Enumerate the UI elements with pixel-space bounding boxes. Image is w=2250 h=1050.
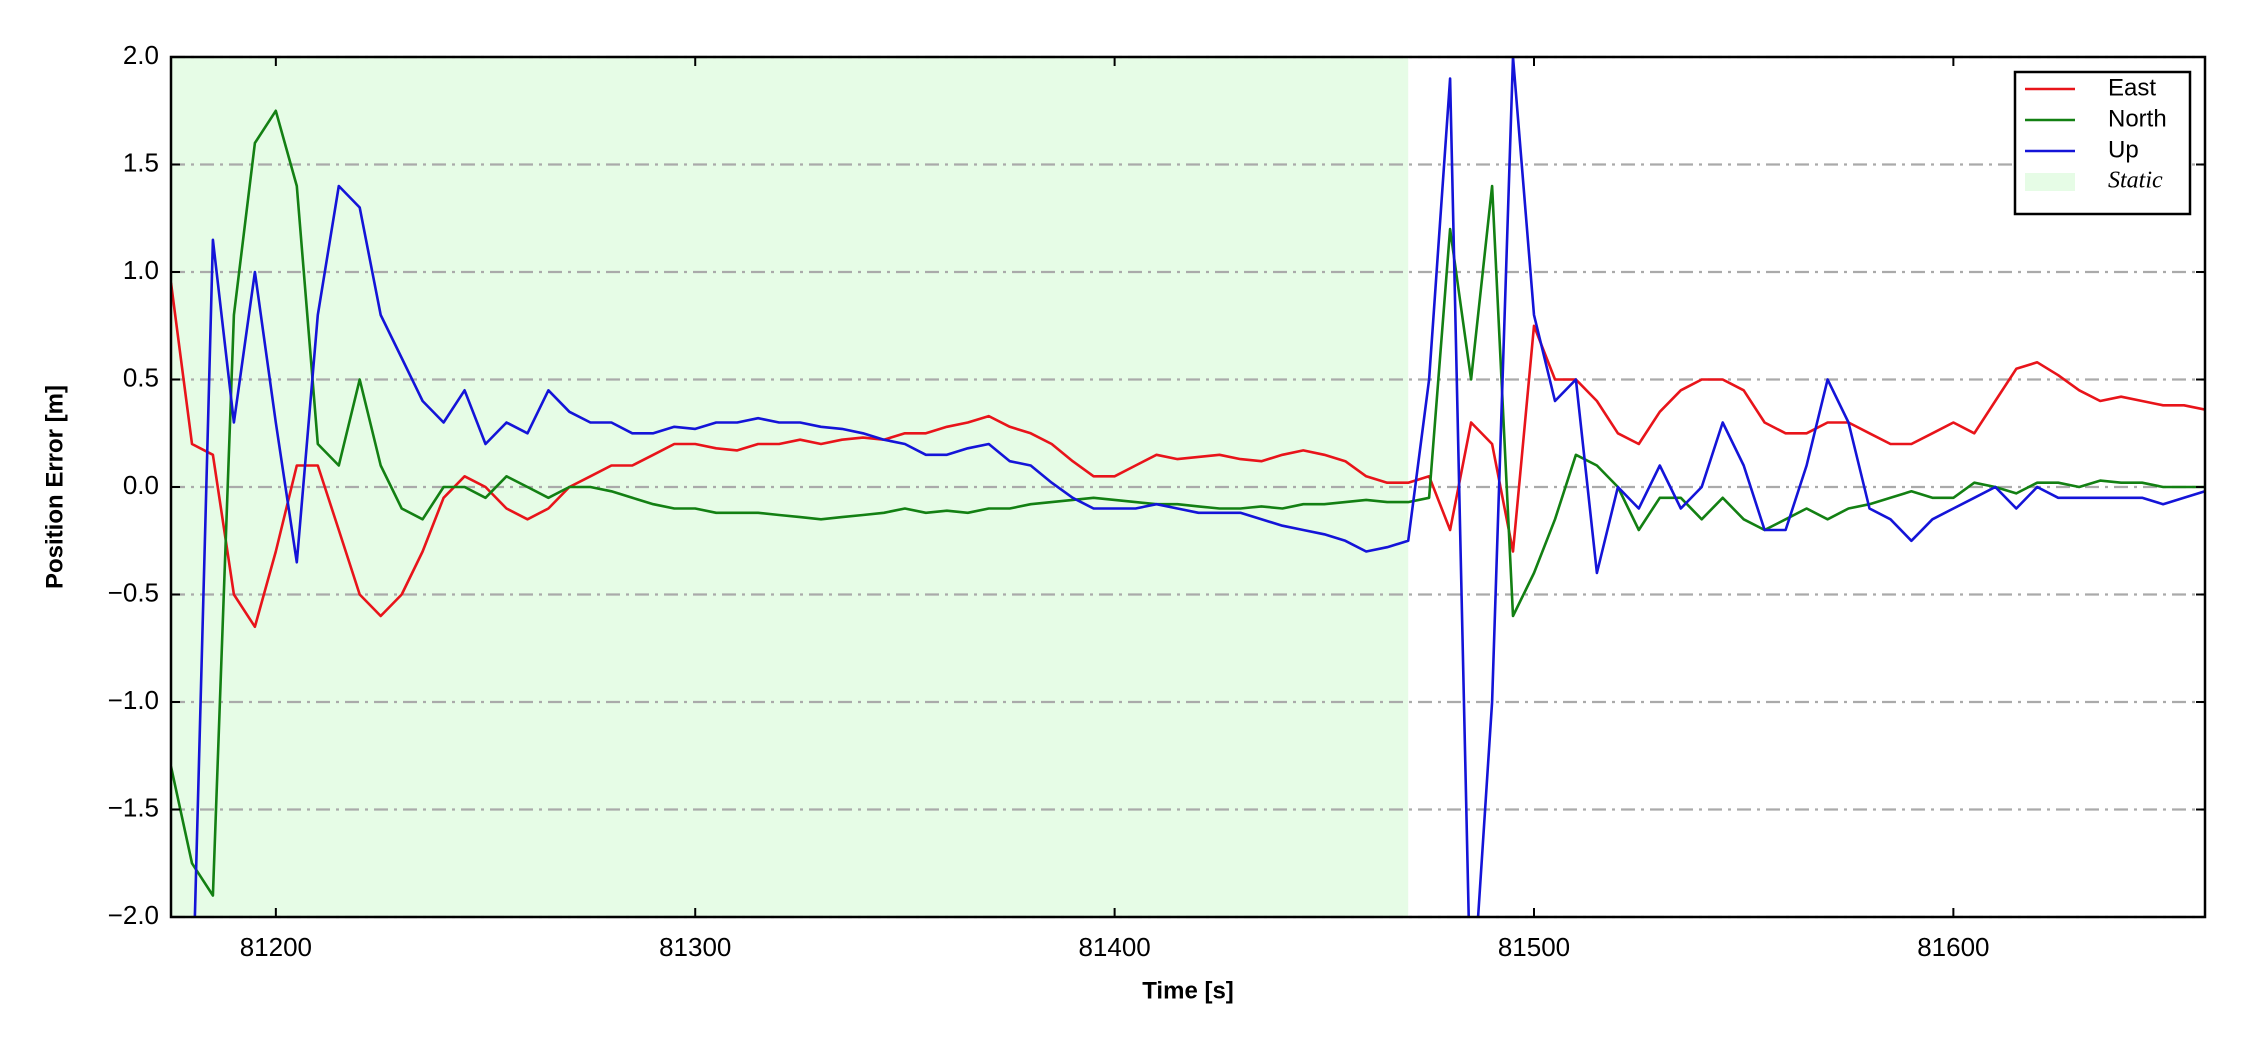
y-tick-label: −1.5 bbox=[108, 792, 159, 822]
legend-label: East bbox=[2108, 74, 2156, 101]
y-tick-label: 0.0 bbox=[123, 470, 159, 500]
y-axis-label: Position Error [m] bbox=[41, 385, 68, 589]
x-tick-label: 81300 bbox=[659, 932, 731, 962]
x-tick-label: 81200 bbox=[240, 932, 312, 962]
legend-box bbox=[2013, 70, 2192, 216]
legend-label: Static bbox=[2108, 168, 2163, 194]
ticks: −2.0 −1.5 −1.0 −0.5 0.0 0.5 1.0 1.5 2.0 81200 8130… bbox=[108, 40, 2205, 962]
series-line bbox=[171, 109, 2205, 897]
series-line bbox=[171, 282, 2205, 629]
y-tick-label: −1.0 bbox=[108, 685, 159, 715]
x-tick-label: 81400 bbox=[1078, 932, 1150, 962]
x-tick-label: 81600 bbox=[1917, 932, 1989, 962]
y-tick-label: 0.5 bbox=[123, 362, 159, 392]
y-tick-label: 1.5 bbox=[123, 147, 159, 177]
x-tick-label: 81500 bbox=[1498, 932, 1570, 962]
series-line bbox=[193, 57, 2205, 917]
y-tick-label: 1.0 bbox=[123, 255, 159, 285]
x-axis-label: Time [s] bbox=[1142, 977, 1234, 1004]
lines bbox=[171, 57, 2205, 917]
legend-label: Up bbox=[2108, 136, 2139, 163]
legend-label: North bbox=[2108, 105, 2167, 132]
y-tick-label: −2.0 bbox=[108, 900, 159, 930]
y-tick-label: 2.0 bbox=[123, 40, 159, 70]
legend: East North Up Static bbox=[2013, 70, 2192, 216]
y-tick-label: −0.5 bbox=[108, 577, 159, 607]
legend-swatch bbox=[2025, 173, 2075, 191]
